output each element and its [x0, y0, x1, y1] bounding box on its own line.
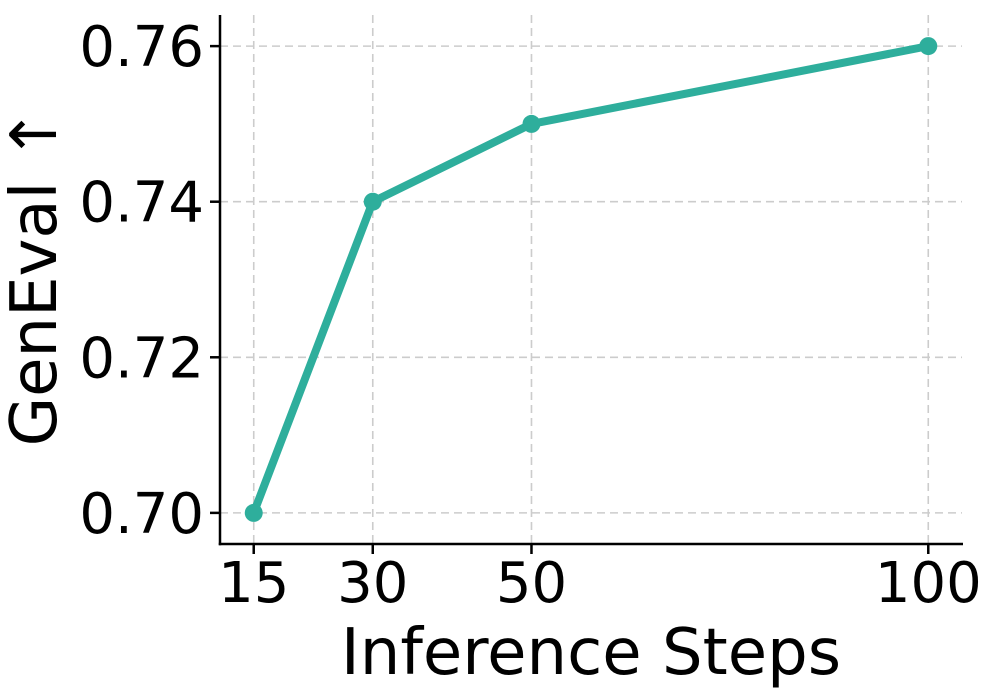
y-tick-label: 0.72: [79, 326, 204, 391]
grid-layer: [220, 15, 962, 544]
x-axis-label: Inference Steps: [341, 616, 841, 690]
series-line: [249, 42, 933, 517]
x-tick-label: 30: [337, 551, 408, 616]
data-series-layer: [244, 37, 938, 522]
tick-label-layer: 15 30 50 100 0.70 0.72 0.74 0.76: [79, 15, 981, 616]
data-point-marker: [522, 114, 541, 133]
data-point-marker: [919, 37, 938, 56]
y-tick-label: 0.70: [79, 482, 204, 547]
x-tick-label: 15: [218, 551, 289, 616]
y-tick-label: 0.74: [79, 171, 204, 236]
axes-layer: [210, 15, 963, 554]
x-tick-label: 50: [496, 551, 567, 616]
data-point-marker: [244, 503, 263, 522]
y-axis-label: GenEval ↑: [0, 108, 72, 447]
y-tick-label: 0.76: [79, 15, 204, 80]
data-point-marker: [363, 192, 382, 211]
x-tick-label: 100: [875, 551, 982, 616]
